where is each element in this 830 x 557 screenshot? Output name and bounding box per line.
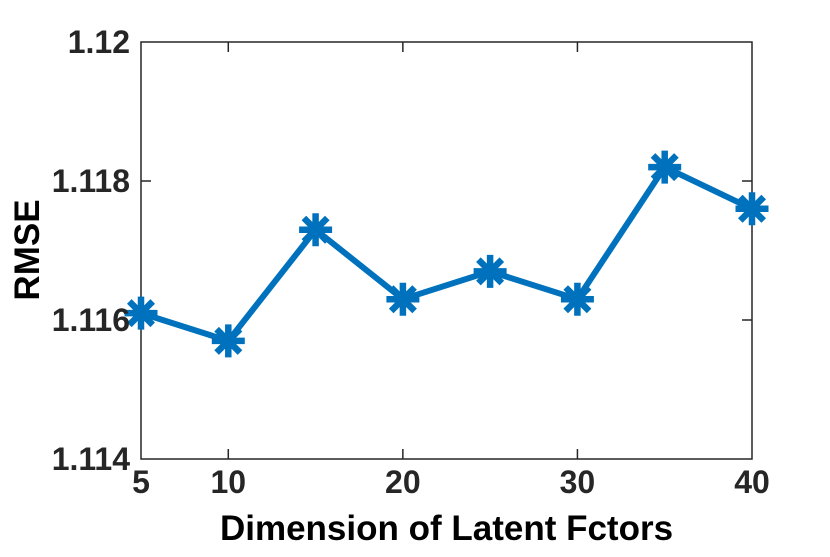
data-point-marker: [735, 192, 769, 226]
y-axis-label: RMSE: [8, 199, 47, 301]
y-tick-label: 1.114: [51, 441, 130, 477]
y-tick-label: 1.12: [67, 24, 130, 60]
data-point-marker: [560, 282, 594, 316]
y-tick-label: 1.118: [51, 163, 130, 199]
data-point-marker: [473, 254, 507, 288]
x-tick-label: 20: [385, 464, 421, 500]
axes-box: [140, 41, 753, 460]
x-tick-label: 30: [559, 464, 596, 500]
x-axis-label: Dimension of Latent Fctors: [219, 509, 674, 548]
data-point-marker: [124, 296, 158, 330]
data-point-marker: [211, 324, 245, 358]
data-point-marker: [299, 213, 333, 247]
data-point-marker: [648, 150, 682, 184]
data-point-marker: [386, 282, 420, 316]
x-tick-label: 40: [734, 464, 770, 500]
data-series-line: [140, 164, 754, 344]
x-tick-label: 5: [132, 464, 150, 500]
x-tick-label: 10: [210, 464, 247, 500]
y-tick-label: 1.116: [51, 302, 130, 338]
